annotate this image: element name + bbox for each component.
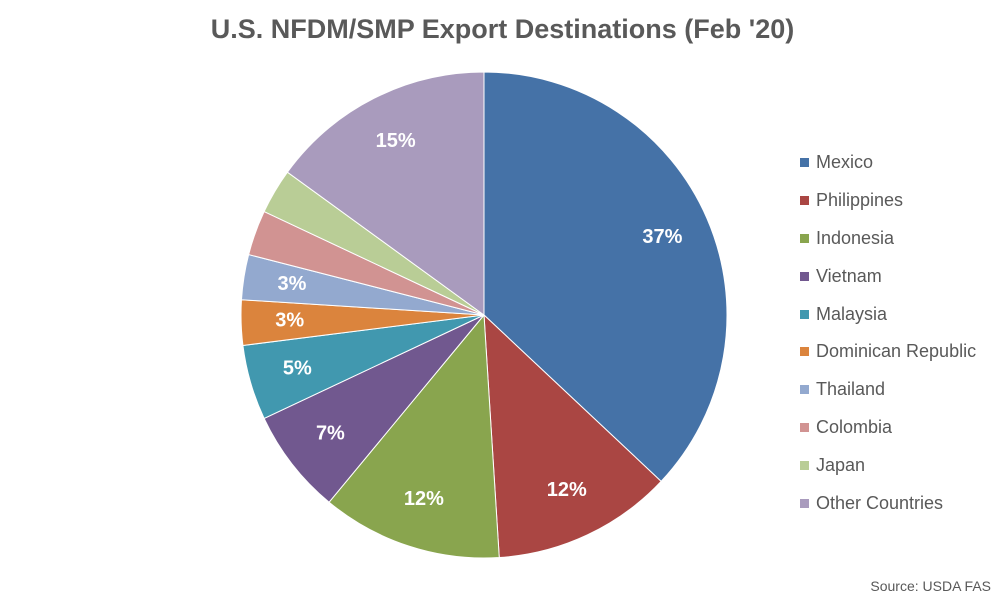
legend-swatch	[800, 196, 809, 206]
legend-label: Philippines	[816, 190, 904, 211]
chart-title: U.S. NFDM/SMP Export Destinations (Feb '…	[210, 14, 795, 44]
legend-label: Vietnam	[816, 265, 882, 286]
legend-swatch	[800, 309, 809, 319]
slice-label-philippines: 12%	[547, 479, 587, 501]
legend-label: Dominican Republic	[816, 341, 977, 362]
slice-label-malaysia: 5%	[283, 357, 312, 379]
legend-swatch	[800, 498, 809, 508]
legend-label: Japan	[816, 454, 866, 475]
slice-label-dominican-republic: 3%	[275, 309, 304, 331]
legend-swatch	[800, 460, 809, 470]
legend-item-mexico: Mexico	[800, 144, 976, 182]
legend-label: Malaysia	[816, 303, 888, 324]
pie-slice-other-countries	[286, 71, 485, 316]
slice-label-vietnam: 7%	[316, 422, 345, 444]
legend-item-vietnam: Vietnam	[800, 257, 976, 295]
legend-swatch	[800, 385, 809, 395]
slice-label-mexico: 37%	[642, 226, 682, 248]
legend-label: Other Countries	[816, 492, 944, 513]
source-note: Source: USDA FAS	[870, 578, 991, 594]
legend-item-indonesia: Indonesia	[800, 220, 976, 258]
legend-swatch	[800, 233, 809, 243]
legend-swatch	[800, 271, 809, 281]
legend-label: Mexico	[816, 152, 874, 173]
legend-swatch	[800, 422, 809, 432]
legend-item-philippines: Philippines	[800, 182, 976, 220]
legend-swatch	[800, 158, 809, 168]
legend: Mexico Philippines Indonesia Vietnam Malaysi…	[800, 144, 976, 522]
legend-item-other-countries: Other Countries	[800, 484, 976, 522]
pie-slice-indonesia	[328, 313, 500, 559]
legend-label: Thailand	[816, 379, 886, 400]
legend-item-dominican-republic: Dominican Republic	[800, 333, 976, 371]
slice-label-indonesia: 12%	[404, 488, 444, 510]
pie-slice-philippines	[483, 313, 662, 559]
pie-slice-vietnam	[263, 314, 485, 503]
slice-label-thailand: 3%	[278, 273, 307, 295]
legend-label: Indonesia	[816, 227, 895, 248]
pie-slice-mexico	[483, 71, 728, 483]
legend-item-thailand: Thailand	[800, 371, 976, 409]
slice-label-other-countries: 15%	[376, 130, 416, 152]
legend-item-malaysia: Malaysia	[800, 295, 976, 333]
legend-swatch	[800, 347, 809, 357]
legend-item-japan: Japan	[800, 446, 976, 484]
legend-label: Colombia	[816, 416, 893, 437]
legend-item-colombia: Colombia	[800, 409, 976, 447]
